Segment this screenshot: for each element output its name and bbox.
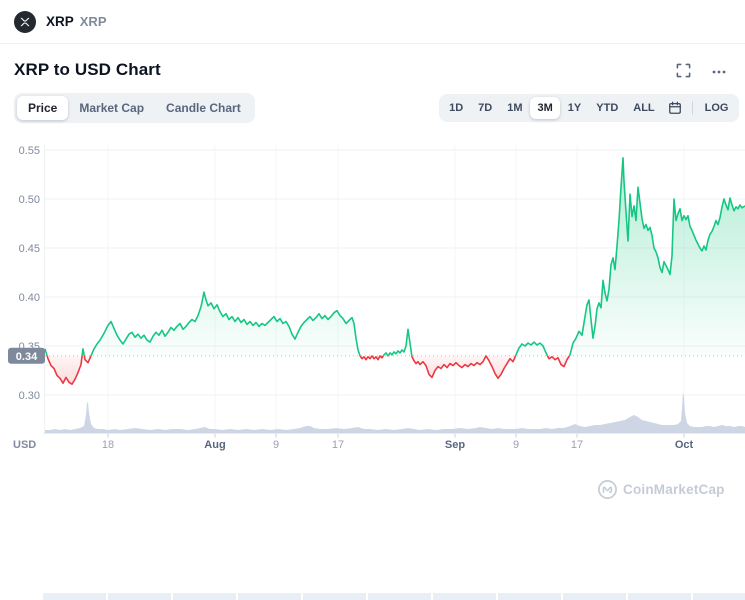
y-axis-label: 0.45 (19, 243, 40, 255)
xrp-logo-icon (14, 10, 36, 33)
x-axis-day-label: 18 (102, 439, 114, 451)
y-axis-label: 0.30 (19, 390, 40, 402)
range-ytd[interactable]: YTD (589, 97, 626, 119)
tab-candle-chart[interactable]: Candle Chart (155, 96, 252, 120)
tab-market-cap[interactable]: Market Cap (68, 96, 155, 120)
range-all[interactable]: ALL (626, 97, 662, 119)
ellipsis-icon (711, 62, 727, 78)
price-line-down (46, 355, 571, 385)
range-7d[interactable]: 7D (471, 97, 500, 119)
x-axis-day-label: 9 (513, 439, 519, 451)
y-axis-label: 0.50 (19, 194, 40, 206)
volume-area (45, 392, 745, 433)
x-axis-day-label: 17 (332, 439, 344, 451)
time-range-selector: 1D 7D 1M 3M 1Y YTD ALL LOG (438, 94, 739, 122)
fullscreen-button[interactable] (674, 61, 693, 80)
coin-name: XRP (46, 14, 74, 29)
y-axis-label: 0.40 (19, 292, 40, 304)
y-axis-label: 0.55 (19, 145, 40, 157)
coin-header-bar: XRP XRP (0, 0, 745, 44)
range-1y[interactable]: 1Y (560, 97, 588, 119)
fullscreen-icon (676, 63, 691, 78)
tab-price[interactable]: Price (17, 96, 69, 120)
coinmarketcap-watermark: CoinMarketCap (597, 479, 725, 500)
range-1d[interactable]: 1D (442, 97, 471, 119)
more-options-button[interactable] (709, 60, 729, 80)
price-chart-area[interactable]: CoinMarketCap 0.55 0.50 0.45 0.40 0.35 0.30 0.… (0, 138, 745, 600)
coin-symbol: XRP (79, 14, 107, 29)
log-scale-button[interactable]: LOG (697, 97, 736, 119)
calendar-icon (668, 101, 682, 115)
current-price-badge-label: 0.34 (16, 351, 38, 363)
watermark-text: CoinMarketCap (623, 482, 725, 497)
toolbar-divider (692, 101, 694, 115)
x-axis-month-label: Oct (675, 439, 694, 451)
x-axis-day-label: 17 (571, 439, 583, 451)
price-fill-up (45, 157, 745, 356)
coinmarketcap-logo-icon (597, 479, 618, 500)
chart-type-tabs: Price Market Cap Candle Chart (14, 93, 255, 123)
bottom-table-row-edge (43, 593, 745, 600)
price-line-up (44, 157, 745, 356)
page-title: XRP to USD Chart (14, 60, 161, 79)
x-axis-month-label: Aug (204, 439, 225, 451)
currency-label: USD (13, 439, 36, 451)
range-3m[interactable]: 3M (530, 97, 561, 119)
x-axis-month-label: Sep (445, 439, 465, 451)
current-price-badge (8, 347, 45, 364)
range-1m[interactable]: 1M (500, 97, 530, 119)
x-axis-day-label: 9 (273, 439, 279, 451)
calendar-button[interactable] (662, 98, 688, 118)
